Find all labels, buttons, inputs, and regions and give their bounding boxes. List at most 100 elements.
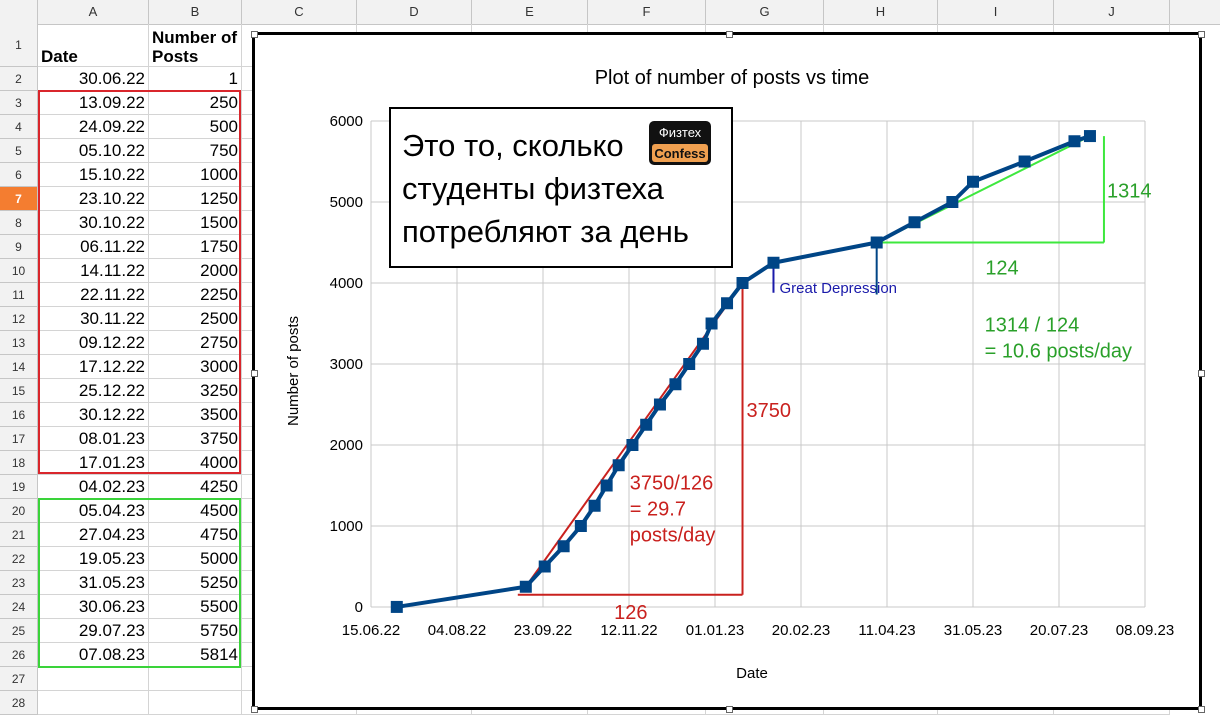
chart-resize-handle[interactable]: [726, 706, 733, 713]
data-point[interactable]: [519, 580, 532, 593]
cell-posts[interactable]: 5000: [149, 547, 242, 571]
row-header-13[interactable]: 13: [0, 331, 38, 355]
data-point[interactable]: [588, 499, 601, 512]
cell-posts[interactable]: [149, 667, 242, 691]
cell-posts[interactable]: 250: [149, 91, 242, 115]
row-header-4[interactable]: 4: [0, 115, 38, 139]
data-point[interactable]: [696, 337, 709, 350]
cell-posts[interactable]: [149, 691, 242, 715]
row-header-1[interactable]: 1: [0, 24, 38, 67]
row-header-2[interactable]: 2: [0, 67, 38, 91]
row-header-5[interactable]: 5: [0, 139, 38, 163]
data-point[interactable]: [390, 600, 403, 613]
chart-frame[interactable]: Plot of number of posts vs time 0 1000 200…: [251, 31, 1205, 713]
column-header-b[interactable]: B: [149, 0, 242, 24]
data-point[interactable]: [1018, 155, 1031, 168]
cell-posts[interactable]: 5500: [149, 595, 242, 619]
cell-posts[interactable]: 2750: [149, 331, 242, 355]
cell-date[interactable]: 07.08.23: [38, 643, 149, 667]
column-header-c[interactable]: C: [242, 0, 357, 24]
cell-posts[interactable]: 5750: [149, 619, 242, 643]
cell-date[interactable]: 09.12.22: [38, 331, 149, 355]
column-header-i[interactable]: I: [938, 0, 1054, 24]
data-point[interactable]: [946, 196, 959, 208]
cell-date[interactable]: 30.10.22: [38, 211, 149, 235]
data-point[interactable]: [967, 175, 979, 188]
cell-date[interactable]: 04.02.23: [38, 475, 149, 499]
data-point[interactable]: [870, 236, 883, 249]
column-header-h[interactable]: H: [824, 0, 938, 24]
cell-date[interactable]: 30.06.23: [38, 595, 149, 619]
cell-date[interactable]: 23.10.22: [38, 187, 149, 211]
column-header-j[interactable]: J: [1054, 0, 1170, 24]
chart-resize-handle[interactable]: [251, 370, 258, 377]
cell-posts[interactable]: 2500: [149, 307, 242, 331]
data-point[interactable]: [705, 317, 718, 330]
row-header-3[interactable]: 3: [0, 91, 38, 115]
cell-posts[interactable]: 2000: [149, 259, 242, 283]
cell-posts[interactable]: 5250: [149, 571, 242, 595]
row-header-26[interactable]: 26: [0, 643, 38, 667]
chart-resize-handle[interactable]: [251, 706, 258, 713]
cell-date[interactable]: 05.04.23: [38, 499, 149, 523]
cell-posts[interactable]: 750: [149, 139, 242, 163]
row-header-8[interactable]: 8: [0, 211, 38, 235]
cell-posts[interactable]: 1750: [149, 235, 242, 259]
data-point[interactable]: [683, 358, 696, 370]
cell-date[interactable]: 15.10.22: [38, 163, 149, 187]
cell-posts[interactable]: 5814: [149, 643, 242, 667]
cell-date[interactable]: 14.11.22: [38, 259, 149, 283]
chart-resize-handle[interactable]: [1198, 706, 1205, 713]
cell-date[interactable]: 25.12.22: [38, 379, 149, 403]
cell-date[interactable]: 06.11.22: [38, 235, 149, 259]
row-header-12[interactable]: 12: [0, 307, 38, 331]
cell-date[interactable]: 30.11.22: [38, 307, 149, 331]
cell-date[interactable]: 30.06.22: [38, 67, 149, 91]
chart-resize-handle[interactable]: [251, 31, 258, 38]
column-header-a[interactable]: A: [38, 0, 149, 24]
row-header-14[interactable]: 14: [0, 355, 38, 379]
chart-resize-handle[interactable]: [1198, 370, 1205, 377]
chart-resize-handle[interactable]: [1198, 31, 1205, 38]
cell-a1-date-header[interactable]: Date: [38, 24, 149, 67]
cell-posts[interactable]: 4750: [149, 523, 242, 547]
row-header-18[interactable]: 18: [0, 451, 38, 475]
cell-posts[interactable]: 3750: [149, 427, 242, 451]
cell-date[interactable]: 29.07.23: [38, 619, 149, 643]
column-header-d[interactable]: D: [357, 0, 472, 24]
cell-date[interactable]: 24.09.22: [38, 115, 149, 139]
data-point[interactable]: [612, 459, 625, 472]
row-header-16[interactable]: 16: [0, 403, 38, 427]
row-header-20[interactable]: 20: [0, 499, 38, 523]
row-header-28[interactable]: 28: [0, 691, 38, 715]
row-header-23[interactable]: 23: [0, 571, 38, 595]
data-point[interactable]: [721, 297, 734, 310]
data-point[interactable]: [767, 256, 780, 269]
data-point[interactable]: [669, 378, 682, 391]
row-header-9[interactable]: 9: [0, 235, 38, 259]
column-header-f[interactable]: F: [588, 0, 706, 24]
cell-posts[interactable]: 500: [149, 115, 242, 139]
row-header-11[interactable]: 11: [0, 283, 38, 307]
data-point[interactable]: [1083, 130, 1096, 143]
row-header-7[interactable]: 7: [0, 187, 38, 211]
data-point[interactable]: [653, 398, 666, 411]
cell-posts[interactable]: 3500: [149, 403, 242, 427]
row-header-21[interactable]: 21: [0, 523, 38, 547]
cell-posts[interactable]: 2250: [149, 283, 242, 307]
row-header-10[interactable]: 10: [0, 259, 38, 283]
row-header-25[interactable]: 25: [0, 619, 38, 643]
cell-posts[interactable]: 3250: [149, 379, 242, 403]
row-header-22[interactable]: 22: [0, 547, 38, 571]
data-point[interactable]: [1068, 135, 1081, 148]
data-point[interactable]: [626, 439, 639, 451]
row-header-24[interactable]: 24: [0, 595, 38, 619]
cell-date[interactable]: 17.12.22: [38, 355, 149, 379]
data-point[interactable]: [908, 216, 921, 229]
select-all-corner[interactable]: [0, 0, 38, 24]
row-header-17[interactable]: 17: [0, 427, 38, 451]
cell-posts[interactable]: 4000: [149, 451, 242, 475]
row-header-19[interactable]: 19: [0, 475, 38, 499]
cell-date[interactable]: [38, 667, 149, 691]
cell-posts[interactable]: 1250: [149, 187, 242, 211]
